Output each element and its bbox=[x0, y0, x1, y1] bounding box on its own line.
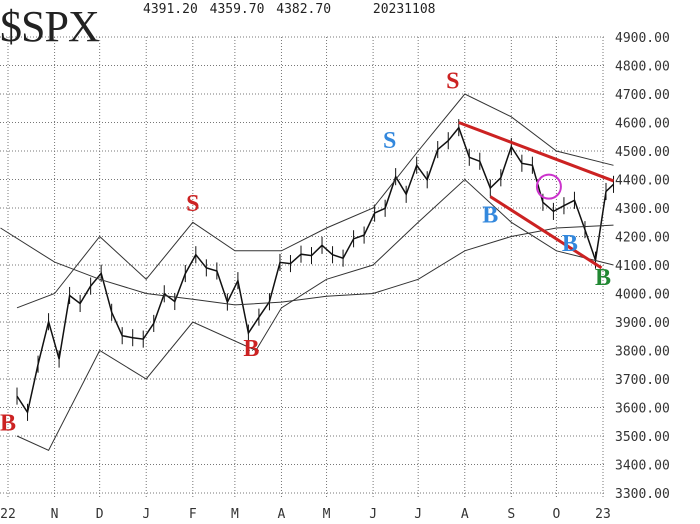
series-lower-band bbox=[16, 178, 614, 451]
x-tick-label: M bbox=[323, 507, 331, 522]
y-tick-label: 4700.00 bbox=[615, 88, 670, 103]
low-value: 4359.70 bbox=[209, 2, 265, 17]
y-tick-label: 4500.00 bbox=[615, 145, 670, 160]
y-tick-label: 4300.00 bbox=[615, 202, 670, 217]
y-tick-label: 3800.00 bbox=[615, 345, 670, 360]
y-tick-label: 3900.00 bbox=[615, 316, 670, 331]
series-price bbox=[16, 126, 615, 415]
y-tick-label: 3500.00 bbox=[615, 430, 670, 445]
x-tick-label: F bbox=[189, 507, 197, 522]
x-tick-label: J bbox=[369, 507, 377, 522]
buy-signal: B bbox=[0, 410, 16, 436]
x-tick-label: N bbox=[51, 507, 59, 522]
date-value: 20231108 bbox=[372, 2, 436, 17]
x-tick-label: D bbox=[96, 507, 104, 522]
trendline bbox=[489, 195, 603, 270]
y-tick-label: 4900.00 bbox=[615, 31, 670, 46]
y-tick-label: 3400.00 bbox=[615, 459, 670, 474]
buy-signal: B bbox=[482, 202, 498, 228]
chart-title: $SPX bbox=[0, 2, 100, 51]
buy-signal: B bbox=[595, 265, 611, 291]
sell-signal: S bbox=[446, 68, 459, 94]
header-values: 4391.20 4359.70 4382.70 20231108 bbox=[143, 2, 436, 17]
y-tick-label: 4100.00 bbox=[615, 259, 670, 274]
y-tick-label: 3300.00 bbox=[615, 487, 670, 502]
high-value: 4391.20 bbox=[143, 2, 198, 17]
y-tick-label: 3600.00 bbox=[615, 402, 670, 417]
y-tick-label: 4600.00 bbox=[615, 117, 670, 132]
y-tick-label: 4800.00 bbox=[615, 60, 670, 75]
x-tick-label: 23 bbox=[595, 507, 611, 522]
y-tick-label: 4400.00 bbox=[615, 174, 670, 189]
x-tick-label: S bbox=[507, 507, 515, 522]
series-slow-average bbox=[0, 224, 614, 306]
x-tick-label: 22 bbox=[0, 507, 16, 522]
series-upper-band bbox=[16, 93, 614, 309]
x-tick-label: J bbox=[142, 507, 150, 522]
circle-marker bbox=[535, 173, 562, 200]
x-tick-label: A bbox=[278, 507, 286, 522]
sell-signal: S bbox=[383, 128, 396, 154]
x-tick-label: A bbox=[461, 507, 469, 522]
x-tick-label: O bbox=[553, 507, 561, 522]
close-value: 4382.70 bbox=[276, 2, 332, 17]
buy-signal: B bbox=[562, 231, 578, 257]
buy-signal: B bbox=[243, 336, 259, 362]
x-tick-label: J bbox=[414, 507, 422, 522]
y-tick-label: 4200.00 bbox=[615, 231, 670, 246]
y-tick-label: 3700.00 bbox=[615, 373, 670, 388]
y-tick-label: 4000.00 bbox=[615, 288, 670, 303]
sell-signal: S bbox=[186, 191, 199, 217]
trendline bbox=[458, 121, 615, 183]
x-tick-label: M bbox=[231, 507, 239, 522]
